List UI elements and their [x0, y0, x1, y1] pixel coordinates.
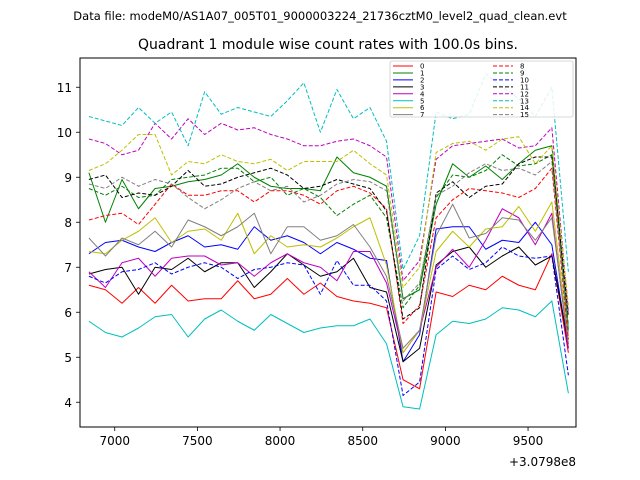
legend-label-7: 7	[420, 111, 424, 119]
legend-box	[389, 60, 574, 118]
legend-label-4: 4	[420, 90, 425, 98]
series-line-12	[88, 118, 569, 313]
series-line-13	[88, 73, 569, 272]
y-tick-label: 10	[57, 126, 72, 140]
legend-label-2: 2	[420, 76, 424, 84]
y-tick-label: 8	[64, 216, 72, 230]
legend-label-15: 15	[520, 111, 529, 119]
legend-label-0: 0	[420, 63, 424, 71]
x-tick-label: 8500	[347, 434, 378, 448]
y-tick-label: 9	[64, 171, 72, 185]
legend-label-12: 12	[520, 90, 529, 98]
x-tick-label: 9500	[513, 434, 544, 448]
series-line-7	[88, 203, 569, 349]
y-tick-label: 5	[64, 351, 72, 365]
series-line-0	[88, 253, 569, 390]
legend-label-14: 14	[520, 104, 529, 112]
legend-label-11: 11	[520, 83, 529, 91]
x-offset-label: +3.0798e8	[509, 455, 576, 469]
x-axis: 7000 7500 8000 8500 9000 9500	[99, 427, 543, 448]
series-line-15	[88, 161, 569, 335]
series-layer	[88, 73, 569, 410]
y-tick-label: 7	[64, 261, 72, 275]
series-line-5	[88, 300, 569, 410]
legend-label-13: 13	[520, 97, 529, 105]
y-tick-label: 4	[64, 396, 72, 410]
legend-label-1: 1	[420, 69, 424, 77]
series-line-9	[88, 154, 569, 326]
series-line-6	[88, 201, 569, 354]
chart-title: Quadrant 1 module wise count rates with …	[138, 37, 518, 53]
legend-label-3: 3	[420, 83, 424, 91]
legend-label-9: 9	[520, 69, 524, 77]
x-tick-label: 9000	[430, 434, 461, 448]
legend-label-10: 10	[520, 76, 529, 84]
series-line-10	[88, 246, 569, 396]
series-line-4	[88, 208, 569, 354]
legend-label-5: 5	[420, 97, 424, 105]
x-tick-label: 7000	[99, 434, 130, 448]
legend-label-6: 6	[420, 104, 425, 112]
plot-frame	[79, 57, 577, 428]
series-line-11	[88, 156, 569, 320]
y-axis: 4 5 6 7 8 9 10 11	[57, 81, 80, 410]
series-line-14	[88, 134, 569, 306]
x-tick-label: 7500	[182, 434, 213, 448]
suptitle: Data file: modeM0/AS1A07_005T01_90000032…	[73, 9, 567, 23]
y-tick-label: 6	[64, 306, 72, 320]
series-line-8	[88, 167, 569, 340]
x-tick-label: 8000	[265, 434, 296, 448]
legend-label-8: 8	[520, 63, 524, 71]
y-tick-label: 11	[57, 81, 72, 95]
